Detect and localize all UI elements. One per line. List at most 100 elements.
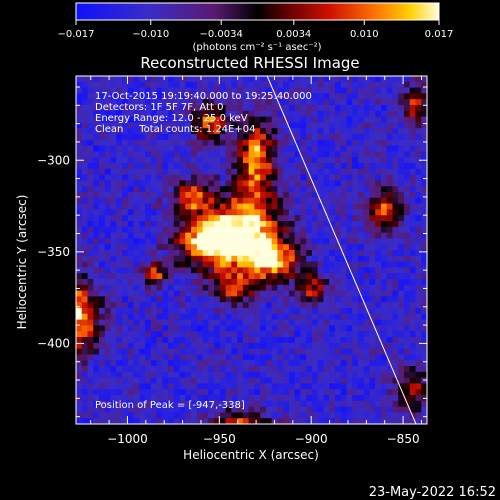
heatmap-cell bbox=[237, 337, 244, 344]
heatmap-cell bbox=[202, 296, 209, 303]
heatmap-cell bbox=[271, 226, 278, 233]
heatmap-cell bbox=[214, 99, 221, 106]
heatmap-cell bbox=[150, 76, 157, 83]
heatmap-cell bbox=[283, 105, 290, 112]
heatmap-cell bbox=[357, 221, 365, 228]
heatmap-cell bbox=[145, 99, 152, 106]
heatmap-cell bbox=[133, 371, 140, 378]
heatmap-cell bbox=[168, 337, 175, 344]
heatmap-cell bbox=[271, 406, 278, 413]
heatmap-cell bbox=[162, 168, 169, 175]
heatmap-cell bbox=[265, 360, 273, 367]
heatmap-cell bbox=[392, 273, 399, 280]
heatmap-cell bbox=[254, 418, 261, 424]
heatmap-cell bbox=[306, 99, 313, 106]
heatmap-cell bbox=[415, 284, 422, 291]
heatmap-cell bbox=[127, 105, 134, 112]
heatmap-cell bbox=[248, 267, 255, 274]
heatmap-cell bbox=[346, 244, 353, 251]
heatmap-cell bbox=[352, 209, 359, 216]
heatmap-cell bbox=[191, 221, 198, 228]
heatmap-cell bbox=[340, 238, 347, 245]
heatmap-cell bbox=[231, 400, 238, 407]
heatmap-cell bbox=[242, 255, 250, 262]
heatmap-cell bbox=[168, 377, 175, 384]
heatmap-cell bbox=[363, 302, 370, 309]
heatmap-cell bbox=[398, 348, 405, 355]
heatmap-cell bbox=[317, 395, 324, 402]
heatmap-cell bbox=[104, 110, 111, 117]
heatmap-cell bbox=[294, 290, 301, 297]
heatmap-cell bbox=[294, 197, 301, 204]
heatmap-cell bbox=[386, 354, 393, 361]
heatmap-cell bbox=[317, 76, 324, 83]
heatmap-cell bbox=[306, 232, 313, 239]
heatmap-cell bbox=[237, 284, 244, 291]
heatmap-cell bbox=[403, 197, 411, 204]
heatmap-cell bbox=[242, 122, 250, 129]
heatmap-cell bbox=[369, 163, 376, 170]
heatmap-cell bbox=[306, 203, 313, 210]
heatmap-cell bbox=[133, 110, 140, 117]
heatmap-cell bbox=[375, 145, 382, 152]
heatmap-cell bbox=[225, 319, 232, 326]
heatmap-cell bbox=[421, 105, 427, 112]
heatmap-cell bbox=[294, 139, 301, 146]
heatmap-cell bbox=[380, 221, 388, 228]
heatmap-cell bbox=[403, 168, 411, 175]
heatmap-cell bbox=[231, 389, 238, 396]
heatmap-cell bbox=[271, 110, 278, 117]
heatmap-cell bbox=[231, 383, 238, 390]
heatmap-cell bbox=[346, 284, 353, 291]
heatmap-cell bbox=[369, 395, 376, 402]
heatmap-cell bbox=[254, 157, 261, 164]
heatmap-cell bbox=[208, 290, 215, 297]
heatmap-cell bbox=[317, 157, 324, 164]
heatmap-cell bbox=[386, 110, 393, 117]
heatmap-cell bbox=[127, 342, 134, 349]
heatmap-cell bbox=[191, 122, 198, 129]
heatmap-cell bbox=[139, 325, 146, 332]
heatmap-cell bbox=[346, 319, 353, 326]
heatmap-cell bbox=[380, 215, 388, 222]
heatmap-cell bbox=[421, 319, 427, 326]
heatmap-cell bbox=[260, 389, 267, 396]
heatmap-cell bbox=[352, 221, 359, 228]
heatmap-cell bbox=[248, 308, 255, 315]
heatmap-cell bbox=[409, 313, 416, 320]
heatmap-cell bbox=[225, 273, 232, 280]
heatmap-cell bbox=[288, 116, 296, 123]
heatmap-cell bbox=[237, 395, 244, 402]
heatmap-cell bbox=[116, 163, 123, 170]
heatmap-cell bbox=[93, 139, 100, 146]
heatmap-cell bbox=[81, 360, 88, 367]
heatmap-cell bbox=[283, 134, 290, 141]
heatmap-cell bbox=[145, 110, 152, 117]
heatmap-cell bbox=[202, 261, 209, 268]
heatmap-cell bbox=[306, 93, 313, 100]
heatmap-cell bbox=[191, 232, 198, 239]
heatmap-cell bbox=[306, 354, 313, 361]
heatmap-cell bbox=[363, 93, 370, 100]
heatmap-cell bbox=[168, 81, 175, 88]
heatmap-cell bbox=[248, 360, 255, 367]
heatmap-cell bbox=[294, 110, 301, 117]
heatmap-cell bbox=[110, 174, 117, 181]
heatmap-cell bbox=[202, 412, 209, 419]
heatmap-cell bbox=[300, 337, 307, 344]
heatmap-cell bbox=[87, 255, 94, 262]
heatmap-cell bbox=[231, 168, 238, 175]
heatmap-cell bbox=[415, 313, 422, 320]
heatmap-cell bbox=[317, 99, 324, 106]
heatmap-cell bbox=[93, 250, 100, 257]
heatmap-cell bbox=[139, 342, 146, 349]
heatmap-cell bbox=[93, 134, 100, 141]
heatmap-cell bbox=[363, 337, 370, 344]
heatmap-cell bbox=[380, 279, 388, 286]
heatmap-cell bbox=[288, 105, 296, 112]
heatmap-cell bbox=[242, 226, 250, 233]
heatmap-cell bbox=[403, 255, 411, 262]
heatmap-cell bbox=[202, 313, 209, 320]
heatmap-cell bbox=[156, 186, 163, 193]
heatmap-cell bbox=[162, 81, 169, 88]
